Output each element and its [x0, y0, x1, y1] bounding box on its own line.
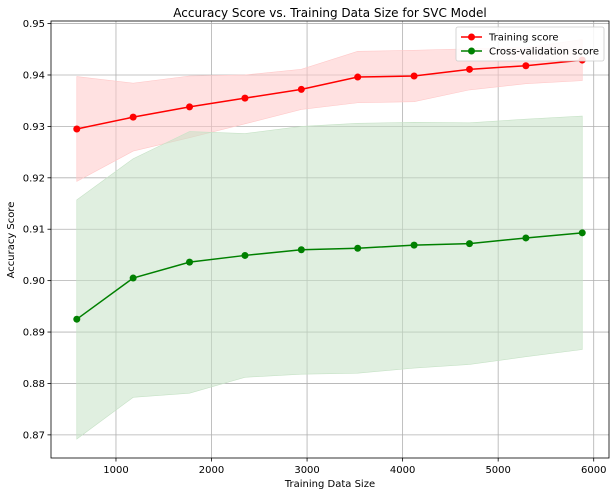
series-lines: [76, 59, 583, 320]
y-tick-label: 0.87: [23, 430, 45, 441]
y-tick-label: 0.92: [23, 173, 45, 184]
cross-validation-point: [354, 244, 362, 252]
x-tick-label: 5000: [485, 465, 510, 476]
plot-frame: [50, 20, 610, 459]
y-tick-label: 0.90: [23, 276, 45, 287]
training-point: [186, 103, 194, 111]
x-axis-ticks: 1000 2000 3000 4000 5000 6000: [103, 458, 606, 476]
legend-marker-training: [468, 33, 475, 41]
cross-validation-point: [129, 274, 137, 282]
y-tick-label: 0.95: [23, 19, 45, 30]
training-line: [76, 59, 583, 130]
training-point: [241, 94, 249, 102]
plot-area: [50, 20, 610, 459]
y-tick-label: 0.94: [23, 70, 45, 81]
confidence-bands: [76, 39, 583, 440]
cross-validation-point: [410, 241, 418, 249]
training-point: [466, 65, 473, 73]
training-point: [129, 113, 137, 121]
y-tick-label: 0.91: [23, 225, 45, 236]
x-tick-label: 4000: [390, 465, 415, 476]
y-axis-ticks: 0.87 0.88 0.89 0.90 0.91 0.92 0.93 0.94 0.95: [23, 19, 51, 441]
cross-validation-point: [186, 258, 194, 266]
legend: Training score Cross-validation score: [455, 26, 605, 62]
cross-validation-point: [297, 246, 305, 254]
x-tick-label: 6000: [581, 465, 606, 476]
legend-label-training: Training score: [488, 33, 559, 44]
y-tick-label: 0.89: [23, 328, 45, 339]
cross-validation-point: [578, 229, 586, 237]
x-tick-label: 3000: [294, 465, 319, 476]
x-axis-label: Training Data Size: [284, 479, 375, 490]
cross-validation-point: [73, 315, 81, 323]
cross-validation-point: [466, 240, 473, 248]
x-tick-label: 1000: [103, 465, 128, 476]
cross-validation-point: [241, 251, 249, 259]
training-point: [73, 125, 81, 133]
legend-box: [455, 26, 605, 62]
chart-title: Accuracy Score vs. Training Data Size fo…: [173, 6, 486, 20]
cross-validation-point: [522, 234, 530, 242]
x-tick-label: 2000: [199, 465, 224, 476]
y-tick-label: 0.93: [23, 122, 45, 133]
training-point: [410, 72, 418, 80]
legend-marker-cross-validation: [468, 47, 475, 55]
cross-validation-band: [76, 115, 583, 440]
series-points: [73, 56, 586, 323]
training-point: [522, 62, 530, 70]
cross-validation-line: [76, 232, 583, 320]
y-tick-label: 0.88: [23, 379, 45, 390]
y-axis-label: Accuracy Score: [6, 202, 17, 279]
training-point: [297, 85, 305, 93]
legend-label-cross-validation: Cross-validation score: [489, 47, 599, 58]
training-point: [354, 73, 362, 81]
